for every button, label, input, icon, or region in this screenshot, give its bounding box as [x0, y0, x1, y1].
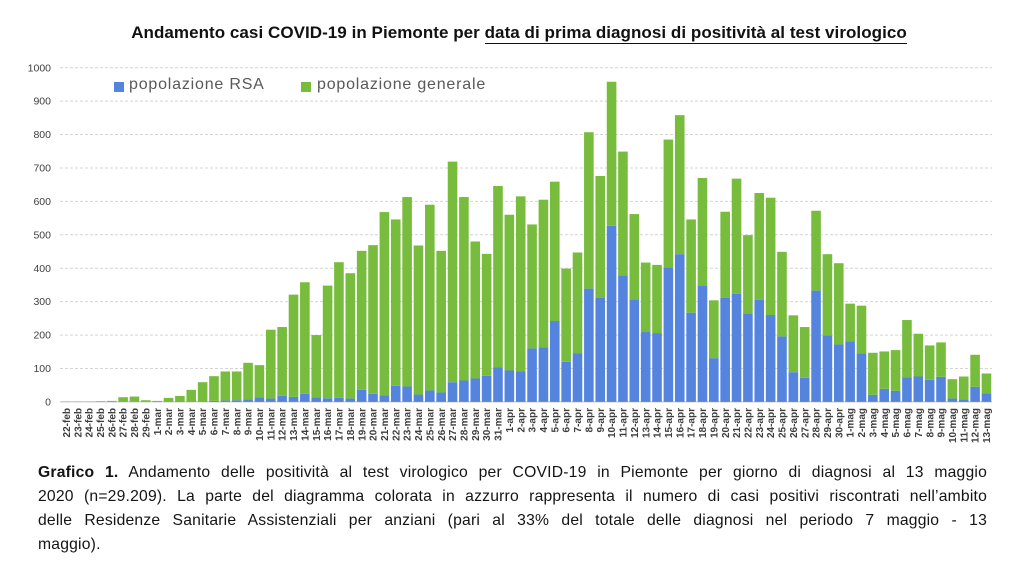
svg-text:22-mar: 22-mar [391, 408, 402, 441]
svg-text:14-mar: 14-mar [300, 408, 311, 441]
svg-text:24-feb: 24-feb [85, 408, 96, 437]
svg-text:400: 400 [33, 263, 51, 275]
svg-text:19-mar: 19-mar [357, 408, 368, 441]
svg-text:11-mag: 11-mag [959, 408, 970, 442]
svg-text:11-apr: 11-apr [619, 408, 630, 438]
svg-text:28-mar: 28-mar [460, 408, 471, 441]
svg-text:1-apr: 1-apr [505, 408, 516, 433]
svg-text:19-apr: 19-apr [709, 408, 720, 438]
svg-text:17-mar: 17-mar [335, 408, 346, 441]
svg-text:12-mag: 12-mag [971, 408, 982, 443]
svg-text:28-feb: 28-feb [130, 408, 141, 437]
svg-text:13-mar: 13-mar [289, 408, 300, 441]
svg-text:22-apr: 22-apr [744, 408, 755, 438]
svg-text:16-apr: 16-apr [675, 408, 686, 438]
svg-text:12-mar: 12-mar [278, 408, 289, 441]
svg-text:20-apr: 20-apr [721, 408, 732, 438]
svg-text:3-mag: 3-mag [868, 408, 879, 437]
svg-text:6-mag: 6-mag [903, 408, 914, 437]
svg-text:2-mag: 2-mag [857, 408, 868, 437]
svg-text:15-apr: 15-apr [664, 408, 675, 438]
svg-text:16-mar: 16-mar [323, 408, 334, 441]
svg-text:26-feb: 26-feb [107, 408, 118, 437]
svg-text:27-mar: 27-mar [448, 408, 459, 441]
svg-text:1-mag: 1-mag [846, 408, 857, 437]
svg-text:5-apr: 5-apr [550, 408, 561, 433]
svg-text:900: 900 [33, 96, 51, 108]
svg-text:23-apr: 23-apr [755, 408, 766, 438]
svg-text:1-mar: 1-mar [153, 408, 164, 435]
svg-text:18-mar: 18-mar [346, 408, 357, 441]
svg-text:25-apr: 25-apr [778, 408, 789, 438]
svg-text:13-apr: 13-apr [641, 408, 652, 438]
svg-text:5-mag: 5-mag [891, 408, 902, 437]
svg-text:4-mag: 4-mag [880, 408, 891, 437]
svg-text:200: 200 [33, 330, 51, 342]
svg-text:25-feb: 25-feb [96, 408, 107, 437]
svg-text:18-apr: 18-apr [698, 408, 709, 438]
svg-text:500: 500 [33, 229, 51, 241]
svg-text:26-mar: 26-mar [437, 408, 448, 441]
svg-text:14-apr: 14-apr [653, 408, 664, 438]
svg-text:10-mar: 10-mar [255, 408, 266, 441]
svg-text:9-mag: 9-mag [937, 408, 948, 437]
svg-text:12-apr: 12-apr [630, 408, 641, 438]
svg-text:29-feb: 29-feb [141, 408, 152, 437]
svg-text:23-mar: 23-mar [403, 408, 414, 441]
svg-text:800: 800 [33, 129, 51, 141]
svg-text:30-apr: 30-apr [834, 408, 845, 438]
svg-text:4-mar: 4-mar [187, 408, 198, 435]
svg-text:24-apr: 24-apr [766, 408, 777, 438]
svg-text:300: 300 [33, 296, 51, 308]
svg-text:3-mar: 3-mar [176, 408, 187, 435]
svg-text:31-mar: 31-mar [494, 408, 505, 441]
svg-text:21-mar: 21-mar [380, 408, 391, 441]
svg-text:8-mag: 8-mag [925, 408, 936, 437]
svg-text:28-apr: 28-apr [812, 408, 823, 438]
svg-text:8-mar: 8-mar [232, 408, 243, 435]
svg-text:21-apr: 21-apr [732, 408, 743, 438]
svg-text:600: 600 [33, 196, 51, 208]
svg-text:2-mar: 2-mar [164, 408, 175, 435]
svg-text:26-apr: 26-apr [789, 408, 800, 438]
svg-text:24-mar: 24-mar [414, 408, 425, 441]
svg-text:5-mar: 5-mar [198, 408, 209, 435]
svg-text:7-mar: 7-mar [221, 408, 232, 435]
svg-text:9-apr: 9-apr [596, 408, 607, 433]
svg-text:2-apr: 2-apr [516, 408, 527, 433]
svg-text:0: 0 [45, 397, 51, 409]
svg-text:10-apr: 10-apr [607, 408, 618, 438]
svg-text:8-apr: 8-apr [584, 408, 595, 433]
svg-text:22-feb: 22-feb [62, 408, 73, 437]
svg-text:6-apr: 6-apr [562, 408, 573, 433]
svg-text:17-apr: 17-apr [687, 408, 698, 438]
svg-text:11-mar: 11-mar [266, 408, 277, 440]
svg-text:4-apr: 4-apr [539, 408, 550, 433]
svg-text:25-mar: 25-mar [425, 408, 436, 441]
svg-text:9-mar: 9-mar [244, 408, 255, 435]
svg-text:27-feb: 27-feb [119, 408, 130, 437]
svg-text:23-feb: 23-feb [73, 408, 84, 437]
svg-text:27-apr: 27-apr [800, 408, 811, 438]
svg-text:7-mag: 7-mag [914, 408, 925, 437]
svg-text:10-mag: 10-mag [948, 408, 959, 443]
svg-text:7-apr: 7-apr [573, 408, 584, 433]
svg-text:13-mag: 13-mag [982, 408, 993, 443]
svg-text:20-mar: 20-mar [369, 408, 380, 441]
svg-text:3-apr: 3-apr [528, 408, 539, 433]
svg-text:6-mar: 6-mar [210, 408, 221, 435]
svg-text:100: 100 [33, 363, 51, 375]
svg-text:15-mar: 15-mar [312, 408, 323, 441]
svg-text:29-apr: 29-apr [823, 408, 834, 438]
svg-text:700: 700 [33, 163, 51, 175]
svg-text:1000: 1000 [28, 62, 52, 74]
svg-text:29-mar: 29-mar [471, 408, 482, 441]
svg-text:30-mar: 30-mar [482, 408, 493, 441]
